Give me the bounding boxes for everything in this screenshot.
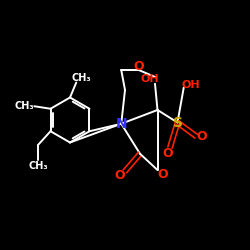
Text: O: O [157,168,168,181]
Text: OH: OH [140,74,159,84]
Text: O: O [196,130,206,143]
Text: CH₃: CH₃ [72,73,91,83]
Text: CH₃: CH₃ [14,101,34,111]
Text: O: O [162,147,173,160]
Text: O: O [115,169,125,182]
Text: CH₃: CH₃ [28,161,48,171]
Text: S: S [172,116,182,130]
Text: O: O [134,60,144,73]
Text: N: N [116,117,127,131]
Text: OH: OH [182,80,200,90]
